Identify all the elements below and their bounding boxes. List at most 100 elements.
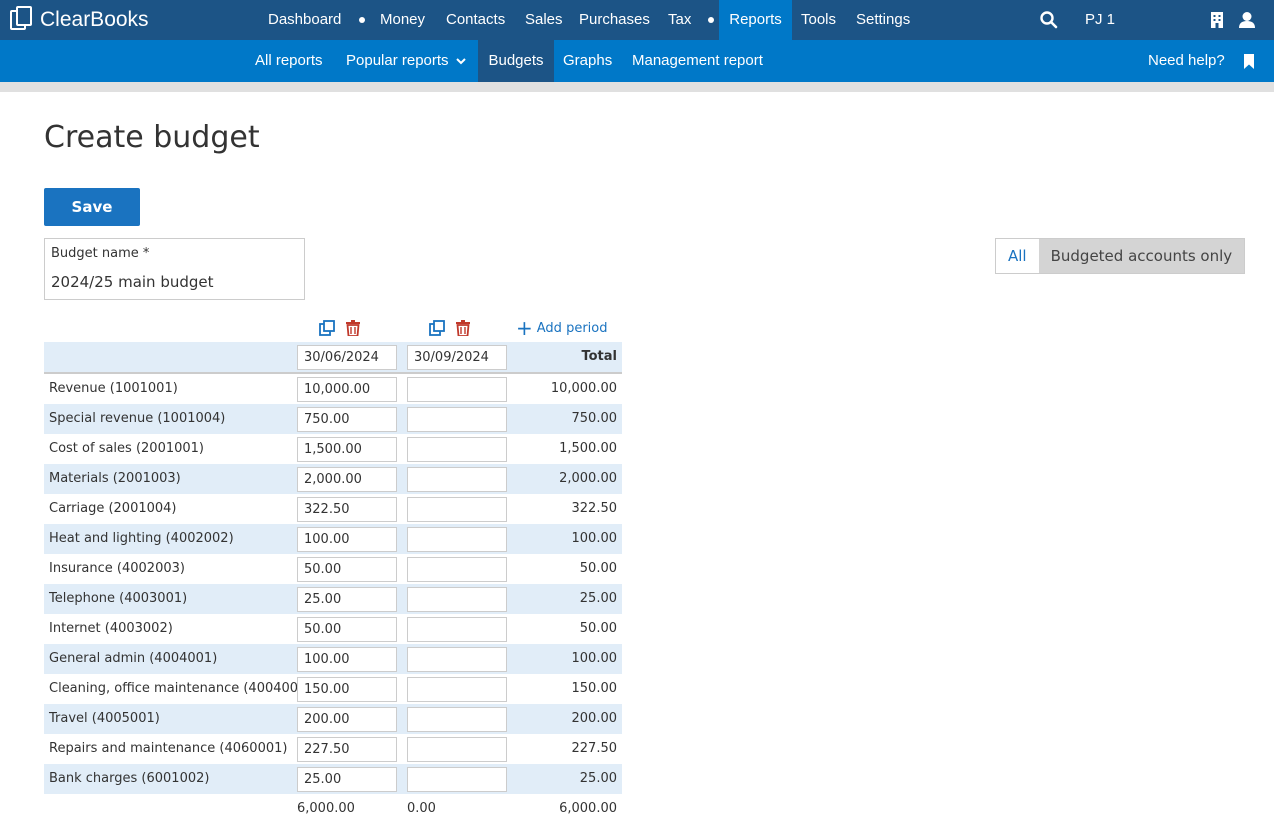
filter-budgeted-option[interactable]: Budgeted accounts only xyxy=(1038,239,1245,273)
trash-icon[interactable] xyxy=(455,320,471,336)
chevron-down-icon xyxy=(456,58,466,65)
account-name: Internet (4003002) xyxy=(49,621,173,636)
period-1-amount-input[interactable]: 1,500.00 xyxy=(297,437,397,462)
subnav-popular-reports[interactable]: Popular reports xyxy=(346,40,466,82)
budget-table: 30/06/2024 30/09/2024 Total Revenue (100… xyxy=(44,342,622,824)
period-1-amount-input[interactable]: 227.50 xyxy=(297,737,397,762)
period-1-amount-input[interactable]: 50.00 xyxy=(297,557,397,582)
page-title: Create budget xyxy=(44,120,260,155)
subnav-budgets[interactable]: Budgets xyxy=(478,40,554,82)
row-total: 50.00 xyxy=(579,561,617,576)
period-2-amount-input[interactable] xyxy=(407,617,507,642)
trash-icon[interactable] xyxy=(345,320,361,336)
subnav-graphs[interactable]: Graphs xyxy=(563,52,613,69)
period-1-total: 6,000.00 xyxy=(297,801,355,816)
total-header: Total xyxy=(581,349,617,364)
nav-tax[interactable]: Tax xyxy=(668,11,692,28)
row-total: 227.50 xyxy=(571,741,618,756)
nav-settings[interactable]: Settings xyxy=(856,11,911,28)
account-filter-toggle: All Budgeted accounts only xyxy=(995,238,1246,274)
period-1-amount-input[interactable]: 750.00 xyxy=(297,407,397,432)
account-name: Cleaning, office maintenance (4004004) xyxy=(49,681,312,696)
bookmark-icon[interactable] xyxy=(1243,54,1255,69)
table-row: Special revenue (1001004) 750.00 750.00 xyxy=(44,404,622,434)
period-2-amount-input[interactable] xyxy=(407,407,507,432)
period-2-amount-input[interactable] xyxy=(407,587,507,612)
row-total: 2,000.00 xyxy=(559,471,617,486)
budget-name-input[interactable] xyxy=(51,271,296,293)
table-row: Carriage (2001004) 322.50 322.50 xyxy=(44,494,622,524)
building-icon[interactable] xyxy=(1207,10,1227,30)
row-total: 50.00 xyxy=(579,621,617,636)
nav-money[interactable]: Money xyxy=(380,11,426,28)
nav-tools[interactable]: Tools xyxy=(801,11,837,28)
reports-subnavigation: All reports Popular reports Budgets Grap… xyxy=(0,40,1274,82)
row-total: 10,000.00 xyxy=(550,381,617,396)
clearbooks-logo[interactable]: ClearBooks xyxy=(8,6,149,34)
logo-text: ClearBooks xyxy=(40,8,149,31)
period-1-amount-input[interactable]: 100.00 xyxy=(297,647,397,672)
period-2-amount-input[interactable] xyxy=(407,377,507,402)
nav-purchases[interactable]: Purchases xyxy=(579,11,650,28)
row-total: 322.50 xyxy=(571,501,618,516)
nav-separator-dot xyxy=(708,17,714,23)
account-name: Special revenue (1001004) xyxy=(49,411,226,426)
budget-name-label: Budget name * xyxy=(51,246,150,261)
period-1-amount-input[interactable]: 100.00 xyxy=(297,527,397,552)
account-name: Cost of sales (2001001) xyxy=(49,441,204,456)
period-2-date-input[interactable]: 30/09/2024 xyxy=(407,345,507,370)
user-icon[interactable] xyxy=(1237,10,1257,30)
table-row: Travel (4005001) 200.00 200.00 xyxy=(44,704,622,734)
period-2-amount-input[interactable] xyxy=(407,737,507,762)
budget-name-field[interactable]: Budget name * xyxy=(44,238,305,300)
period-1-amount-input[interactable]: 10,000.00 xyxy=(297,377,397,402)
grand-total: 6,000.00 xyxy=(559,801,617,816)
filter-all-option[interactable]: All xyxy=(996,239,1039,273)
need-help-link[interactable]: Need help? xyxy=(1148,52,1225,69)
period-2-amount-input[interactable] xyxy=(407,527,507,552)
period-2-amount-input[interactable] xyxy=(407,557,507,582)
period-1-amount-input[interactable]: 50.00 xyxy=(297,617,397,642)
table-row: Repairs and maintenance (4060001) 227.50 2… xyxy=(44,734,622,764)
table-footer: 6,000.00 0.00 6,000.00 xyxy=(44,794,622,824)
add-period-button[interactable]: + Add period xyxy=(516,318,607,338)
period-1-amount-input[interactable]: 25.00 xyxy=(297,767,397,792)
period-2-amount-input[interactable] xyxy=(407,677,507,702)
nav-reports[interactable]: Reports xyxy=(719,0,792,40)
period-1-amount-input[interactable]: 25.00 xyxy=(297,587,397,612)
copy-icon[interactable] xyxy=(429,320,445,336)
period-2-amount-input[interactable] xyxy=(407,437,507,462)
period-1-amount-input[interactable]: 150.00 xyxy=(297,677,397,702)
period-2-amount-input[interactable] xyxy=(407,497,507,522)
account-name: Repairs and maintenance (4060001) xyxy=(49,741,288,756)
search-icon[interactable] xyxy=(1039,10,1059,30)
table-row: Materials (2001003) 2,000.00 2,000.00 xyxy=(44,464,622,494)
subnav-popular-reports-label: Popular reports xyxy=(346,52,449,69)
period-1-amount-input[interactable]: 200.00 xyxy=(297,707,397,732)
period-2-amount-input[interactable] xyxy=(407,767,507,792)
account-name: Carriage (2001004) xyxy=(49,501,177,516)
row-total: 100.00 xyxy=(571,651,618,666)
period-1-amount-input[interactable]: 322.50 xyxy=(297,497,397,522)
save-button[interactable]: Save xyxy=(44,188,140,226)
table-row: Cost of sales (2001001) 1,500.00 1,500.00 xyxy=(44,434,622,464)
copy-icon[interactable] xyxy=(319,320,335,336)
period-2-amount-input[interactable] xyxy=(407,707,507,732)
table-header: 30/06/2024 30/09/2024 Total xyxy=(44,342,622,374)
period-2-amount-input[interactable] xyxy=(407,467,507,492)
account-name: Revenue (1001001) xyxy=(49,381,178,396)
nav-contacts[interactable]: Contacts xyxy=(446,11,506,28)
nav-sales[interactable]: Sales xyxy=(525,11,563,28)
account-name: Materials (2001003) xyxy=(49,471,181,486)
table-row: Heat and lighting (4002002) 100.00 100.00 xyxy=(44,524,622,554)
period-2-actions xyxy=(429,318,471,338)
nav-dashboard[interactable]: Dashboard xyxy=(268,11,342,28)
company-switcher[interactable]: PJ 1 xyxy=(1085,11,1116,28)
table-body: Revenue (1001001) 10,000.00 10,000.00 Speci… xyxy=(44,374,622,794)
period-1-amount-input[interactable]: 2,000.00 xyxy=(297,467,397,492)
subnav-management-report[interactable]: Management report xyxy=(632,52,763,69)
period-1-actions xyxy=(319,318,361,338)
period-1-date-input[interactable]: 30/06/2024 xyxy=(297,345,397,370)
period-2-amount-input[interactable] xyxy=(407,647,507,672)
subnav-all-reports[interactable]: All reports xyxy=(255,52,323,69)
